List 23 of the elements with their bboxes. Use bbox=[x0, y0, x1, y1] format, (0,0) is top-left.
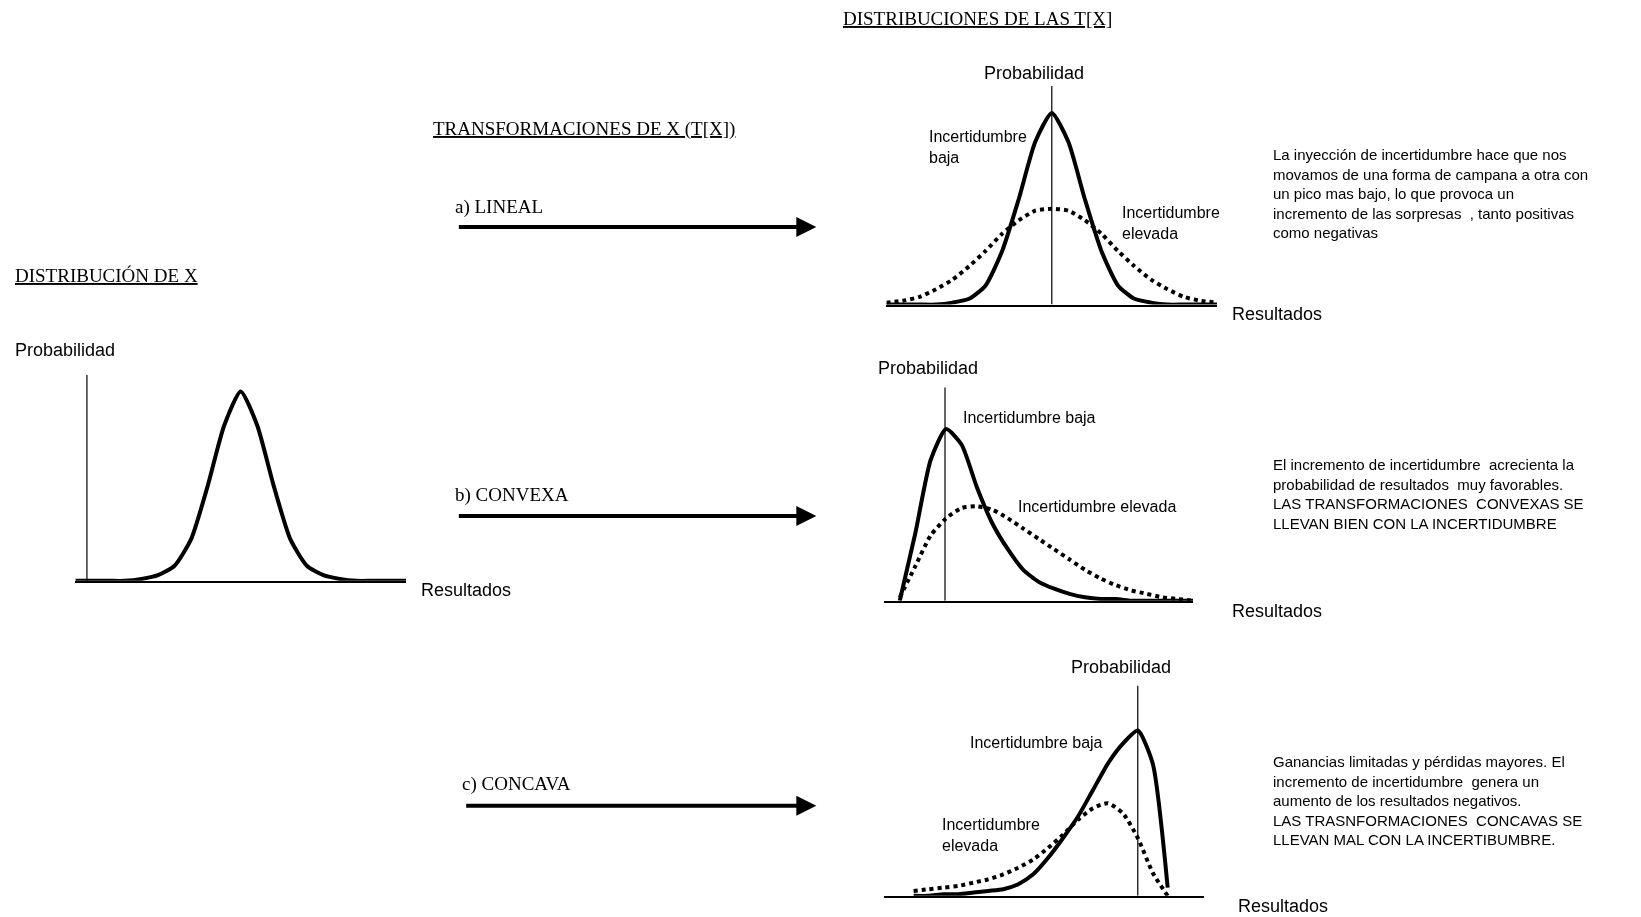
series-label: Incertidumbre elevada bbox=[1122, 204, 1220, 242]
y-axis-title: Probabilidad bbox=[984, 63, 1085, 83]
text: El incremento de incertidumbre acrecienta la probabilidad de resultados muy favorables. LAS TRANSFORMACIONES CONVEXAS SE LLEVAN BIEN CON LA INCERTIDUMBRE bbox=[1273, 456, 1584, 532]
text: La inyección de incertidumbre hace que nos movamos de una forma de campana a otra con un pico mas bajo, lo que provoca un incremento de las sorpresas , tanto positivas como negativas bbox=[1273, 146, 1589, 241]
text: b) CONVEXA bbox=[455, 484, 569, 506]
y-axis-title: Probabilidad bbox=[1071, 657, 1172, 677]
series-label: Incertidumbre baja bbox=[929, 128, 1027, 166]
chart-title: DISTRIBUCIONES DE LAS T[X] bbox=[843, 8, 1113, 29]
text: c) CONCAVA bbox=[462, 773, 571, 795]
series-label: Incertidumbre baja bbox=[970, 734, 1103, 751]
series-label: Incertidumbre elevada bbox=[1018, 498, 1177, 515]
x-axis-title: Resultados bbox=[1238, 896, 1329, 916]
chart-title: DISTRIBUCIÓN DE X bbox=[15, 265, 198, 286]
text: a) LINEAL bbox=[455, 196, 544, 218]
x-axis-title: Resultados bbox=[1232, 304, 1323, 324]
text: TRANSFORMACIONES DE X (T[X]) bbox=[433, 118, 736, 140]
y-axis-title: Probabilidad bbox=[15, 340, 116, 360]
series-label: Incertidumbre elevada bbox=[942, 816, 1040, 854]
text: Ganancias limitadas y pérdidas mayores. El incremento de incertidumbre genera un aumento de los resultados negativos. LAS TRASNFORMACIONES CONCAVAS SE LLEVAN MAL CON LA INCERTIBUMBRE. bbox=[1273, 753, 1583, 848]
x-axis-title: Resultados bbox=[1232, 601, 1323, 621]
y-axis-title: Probabilidad bbox=[878, 358, 979, 378]
x-axis-title: Resultados bbox=[421, 580, 512, 600]
series-label: Incertidumbre baja bbox=[963, 409, 1096, 426]
